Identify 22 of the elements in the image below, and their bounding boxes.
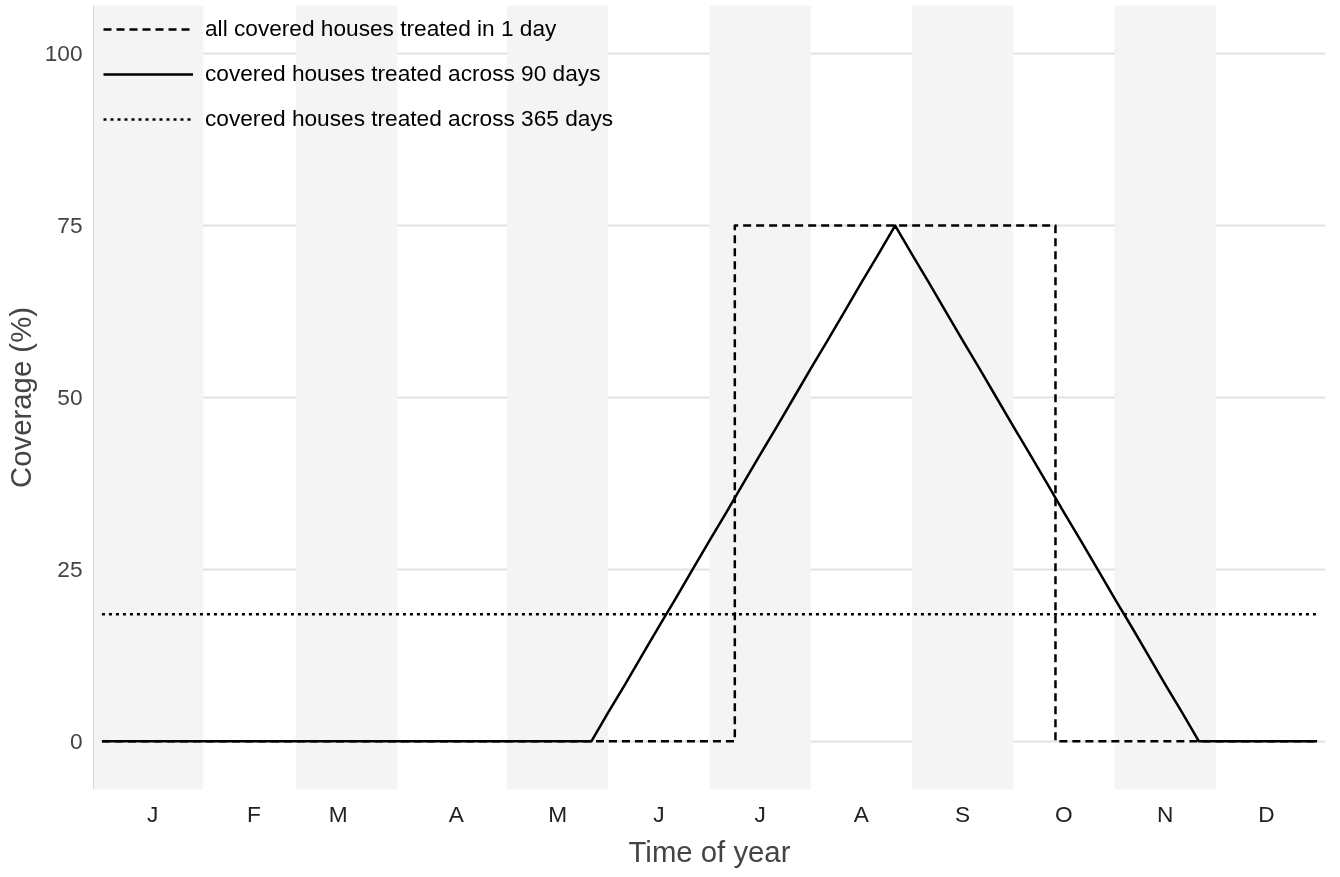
legend-label: all covered houses treated in 1 day	[205, 15, 557, 42]
x-tick-label: A	[448, 800, 465, 827]
y-tick-label: 0	[69, 727, 83, 754]
x-tick-label: O	[1055, 800, 1073, 827]
x-tick-label: D	[1258, 800, 1275, 827]
x-tick-label: M	[328, 800, 348, 827]
x-tick-label: J	[754, 800, 766, 827]
y-tick-label: 100	[44, 40, 83, 67]
x-tick-label: A	[853, 800, 870, 827]
y-tick-label: 75	[57, 212, 83, 239]
legend-label: covered houses treated across 365 days	[205, 105, 614, 132]
x-tick-label: N	[1156, 800, 1174, 827]
x-axis-title: Time of year	[628, 834, 791, 868]
x-tick-label: J	[146, 800, 159, 827]
y-tick-label: 50	[57, 384, 83, 410]
legend-label: covered houses treated across 90 days	[205, 60, 601, 87]
x-tick-label: S	[955, 800, 971, 827]
x-tick-label: J	[653, 800, 665, 827]
y-axis-title: Coverage (%)	[3, 307, 37, 488]
x-tick-label: M	[548, 800, 568, 827]
x-tick-label: F	[246, 800, 261, 827]
y-tick-label: 25	[57, 555, 83, 582]
